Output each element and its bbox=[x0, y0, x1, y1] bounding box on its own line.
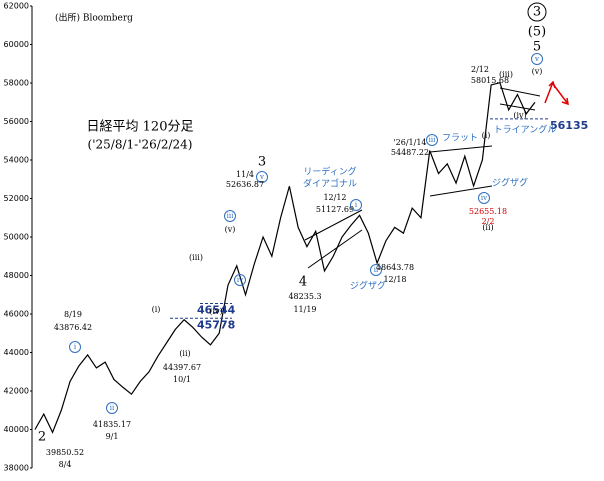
annotation: 43876.42 bbox=[54, 323, 92, 332]
red-arrows bbox=[544, 80, 569, 106]
wave-circle bbox=[256, 171, 268, 183]
y-tick-label: 46000 bbox=[4, 310, 29, 319]
annotation: (5) bbox=[528, 25, 546, 40]
annotation: フラット bbox=[442, 133, 478, 144]
annotation: 3 bbox=[533, 5, 541, 20]
y-tick-label: 48000 bbox=[4, 271, 29, 280]
annotation: 52655.18 bbox=[469, 207, 507, 216]
annotation: iv bbox=[481, 194, 487, 202]
level-label: 46544 bbox=[197, 304, 236, 317]
annotation: 4 bbox=[299, 275, 307, 290]
annotation: 44397.67 bbox=[163, 363, 201, 372]
annotation: (i) bbox=[482, 131, 491, 140]
annotation: 10/1 bbox=[173, 375, 191, 384]
wave-circle bbox=[69, 341, 81, 353]
annotation: 52636.87 bbox=[226, 180, 264, 189]
y-tick-label: 38000 bbox=[4, 464, 29, 473]
annotation: (iv) bbox=[209, 307, 222, 316]
annotation: トライアングル bbox=[494, 124, 557, 136]
annotation: リーディング bbox=[303, 166, 356, 178]
annotation: 12/12 bbox=[323, 193, 346, 202]
annotation: 9/1 bbox=[106, 432, 119, 441]
wave-circle bbox=[106, 402, 118, 414]
annotation: i bbox=[74, 343, 77, 351]
wave-circle bbox=[478, 192, 490, 204]
wave-circle bbox=[224, 210, 236, 222]
wave-circle bbox=[527, 2, 547, 22]
level-label: 45778 bbox=[197, 318, 235, 331]
annotation: (ii) bbox=[482, 223, 493, 232]
annotation: ジグザグ bbox=[350, 280, 386, 292]
chart-subtitle: ('25/8/1-'26/2/24) bbox=[88, 138, 193, 152]
annotation: (v) bbox=[225, 225, 236, 234]
annotation: ダイアゴナル bbox=[303, 178, 357, 190]
annotation: 11/4 bbox=[236, 170, 254, 179]
level-label: 56135 bbox=[550, 119, 588, 132]
y-tick-label: 52000 bbox=[4, 194, 29, 203]
wave-circle bbox=[350, 199, 362, 211]
annotation: 51127.69 bbox=[316, 205, 354, 214]
annotation: (v) bbox=[532, 67, 543, 76]
annotation: iii bbox=[227, 212, 234, 220]
annotation: 2/2 bbox=[482, 217, 495, 226]
annotation: ジグザグ bbox=[492, 177, 528, 189]
annotation: iv bbox=[237, 276, 243, 284]
wave-circle bbox=[234, 274, 246, 286]
annotation: 8/4 bbox=[59, 460, 72, 469]
source: (出所) Bloomberg bbox=[55, 12, 133, 24]
annotation: '26/1/14 bbox=[393, 138, 426, 147]
annotation: 48235.3 bbox=[288, 292, 321, 301]
wave-circle bbox=[531, 53, 543, 65]
annotation: 11/19 bbox=[293, 305, 316, 314]
chart-title: 日経平均 120分足 bbox=[87, 120, 194, 135]
y-tick-label: 60000 bbox=[4, 40, 29, 49]
annotation: (iii) bbox=[189, 253, 203, 262]
annotation: v bbox=[534, 55, 539, 63]
annotation: 39850.52 bbox=[46, 448, 84, 457]
y-tick-label: 50000 bbox=[4, 233, 29, 242]
y-tick-label: 56000 bbox=[4, 117, 29, 126]
annotation: 8/19 bbox=[64, 310, 82, 319]
y-tick-label: 58000 bbox=[4, 79, 29, 88]
y-tick-label: 40000 bbox=[4, 425, 29, 434]
annotation: 2/12 bbox=[471, 65, 489, 74]
annotation: ii bbox=[374, 266, 379, 274]
wave-circle bbox=[426, 134, 438, 146]
y-tick-label: 42000 bbox=[4, 387, 29, 396]
price-line bbox=[34, 81, 536, 434]
annotation: v bbox=[259, 173, 264, 181]
annotation: (iii) bbox=[499, 70, 513, 79]
annotation: 2 bbox=[38, 430, 46, 445]
annotation: i bbox=[355, 201, 358, 209]
annotation: (i) bbox=[152, 305, 161, 314]
y-tick-label: 62000 bbox=[4, 2, 29, 11]
wedge-lines bbox=[304, 87, 541, 269]
annotation: 41835.17 bbox=[93, 420, 131, 429]
annotation: (iv) bbox=[513, 111, 526, 120]
annotation: 58015.68 bbox=[471, 76, 509, 85]
annotation: 54487.22 bbox=[391, 148, 429, 157]
wave-circle bbox=[370, 264, 382, 276]
annotation: 12/18 bbox=[383, 275, 406, 284]
annotation: 5 bbox=[533, 40, 541, 55]
annotation: 48643.78 bbox=[376, 263, 414, 272]
y-tick-label: 54000 bbox=[4, 156, 29, 165]
annotation: (ii) bbox=[179, 349, 190, 358]
annotation: iii bbox=[429, 136, 436, 144]
y-tick-label: 44000 bbox=[4, 348, 29, 357]
annotation: ii bbox=[110, 404, 115, 412]
annotation: 3 bbox=[258, 155, 266, 170]
